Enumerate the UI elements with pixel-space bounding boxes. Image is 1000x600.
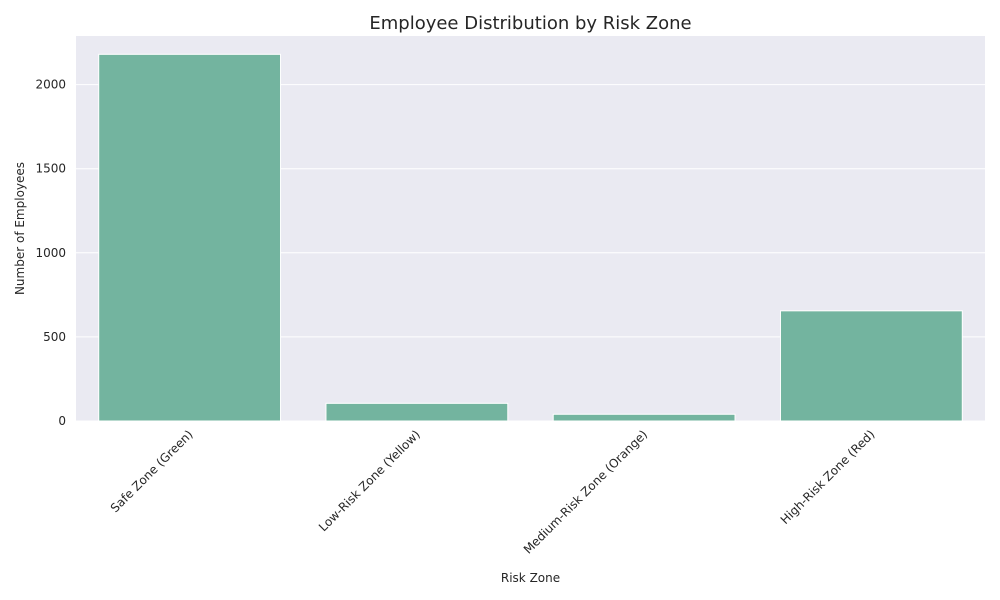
y-axis-ticks: 0 500 1000 1500 2000: [35, 78, 66, 428]
bar: [779, 310, 963, 422]
x-tick-label: Safe Zone (Green): [108, 427, 196, 515]
chart-title: Employee Distribution by Risk Zone: [369, 13, 691, 34]
bar: [98, 53, 282, 422]
x-axis-label: Risk Zone: [501, 571, 560, 585]
x-tick-label: High-Risk Zone (Red): [778, 427, 878, 527]
y-tick-label: 0: [58, 414, 66, 428]
bar: [325, 402, 509, 422]
y-tick-label: 1500: [35, 162, 66, 176]
y-tick-label: 2000: [35, 78, 66, 92]
x-tick-label: Medium-Risk Zone (Orange): [521, 427, 650, 556]
y-tick-label: 500: [43, 330, 66, 344]
bar: [552, 413, 736, 422]
bars: [98, 53, 963, 422]
x-tick-label: Low-Risk Zone (Yellow): [316, 427, 423, 534]
y-tick-label: 1000: [35, 246, 66, 260]
x-axis-ticks: Safe Zone (Green) Low-Risk Zone (Yellow) M…: [108, 427, 878, 556]
y-axis-label: Number of Employees: [13, 162, 27, 295]
